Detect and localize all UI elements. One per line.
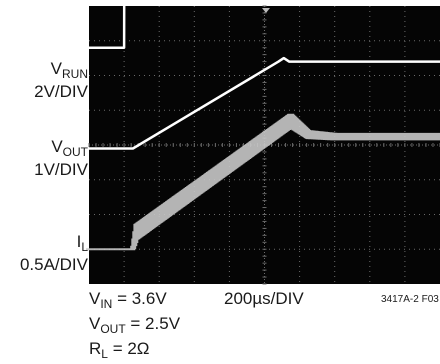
vrun-scale: 2V/DIV [34,82,88,101]
channel-label-vrun: VRUN 2V/DIV [34,60,88,101]
vout-scale: 1V/DIV [34,160,88,179]
trace-vrun [89,0,126,49]
vout-label-main: V [51,137,63,156]
vrun-label-main: V [50,59,62,78]
vin-sub: IN [100,297,113,311]
figure-id: 3417A-2 F03 [381,294,439,305]
conditions-block: VIN = 3.6V VOUT = 2.5V RL = 2Ω [89,289,180,364]
condition-vin: VIN = 3.6V [89,289,180,314]
vin-value: = 3.6V [112,289,167,308]
channel-label-vout: VOUT 1V/DIV [34,138,88,179]
vin-main: V [89,289,101,308]
il-label-main: I [76,232,82,251]
condition-rl: RL = 2Ω [89,339,180,364]
trigger-marker [262,8,270,13]
time-per-div-label: 200µs/DIV [224,289,304,308]
vout-cond-main: V [89,314,101,333]
il-scale: 0.5A/DIV [19,255,88,274]
rl-value: = 2Ω [107,339,150,358]
il-label-sub: L [81,240,88,254]
condition-vout: VOUT = 2.5V [89,314,180,339]
vout-cond-sub: OUT [100,322,126,336]
vrun-label-sub: RUN [62,67,88,81]
scope-traces [86,0,440,251]
trace-il [86,113,440,251]
rl-sub: L [101,347,108,361]
vout-cond-value: = 2.5V [125,314,181,333]
rl-main: R [89,339,102,358]
channel-label-il: IL 0.5A/DIV [20,233,88,274]
trace-vout [89,56,440,150]
vout-label-sub: OUT [62,145,88,159]
